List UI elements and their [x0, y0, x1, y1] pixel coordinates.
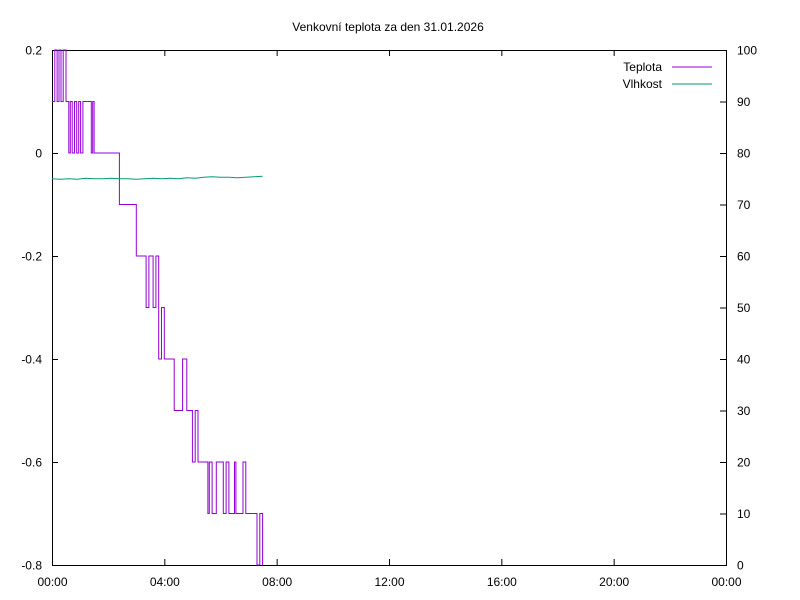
- axis-ticks: 00:00 04:00 08:00 12:00 16:00 20:00 00:00 0.2 0 -…: [21, 44, 757, 590]
- y2-tick-label: 40: [737, 353, 751, 367]
- x-tick-label: 16:00: [487, 575, 517, 589]
- y-tick-label: -0.6: [21, 456, 42, 470]
- x-tick-label: 00:00: [711, 575, 741, 589]
- x-tick-label: 20:00: [599, 575, 629, 589]
- legend: Teplota Vlhkost: [623, 60, 712, 91]
- x-tick-label: 04:00: [150, 575, 180, 589]
- chart-title: Venkovní teplota za den 31.01.2026: [292, 20, 484, 34]
- x-tick-label: 00:00: [37, 575, 67, 589]
- y2-tick-label: 100: [737, 44, 757, 58]
- series-lines: [51, 49, 264, 566]
- y2-tick-label: 20: [737, 456, 751, 470]
- y2-tick-label: 80: [737, 147, 751, 161]
- legend-label: Vlhkost: [623, 77, 663, 91]
- y-tick-label: -0.4: [21, 353, 42, 367]
- series-line-teplota: [52, 49, 264, 566]
- y-tick-label: -0.2: [21, 250, 42, 264]
- y-tick-label: 0: [35, 147, 42, 161]
- y2-tick-label: 30: [737, 404, 751, 418]
- y2-tick-label: 0: [737, 559, 744, 573]
- y2-tick-label: 50: [737, 301, 751, 315]
- y2-tick-label: 10: [737, 507, 751, 521]
- series-line-vlhkost: [51, 175, 263, 180]
- x-tick-label: 12:00: [374, 575, 404, 589]
- y-tick-label: -0.8: [21, 559, 42, 573]
- y2-tick-label: 90: [737, 95, 751, 109]
- x-tick-label: 08:00: [262, 575, 292, 589]
- y2-tick-label: 60: [737, 250, 751, 264]
- y-tick-label: 0.2: [25, 44, 42, 58]
- legend-label: Teplota: [623, 60, 662, 74]
- y2-tick-label: 70: [737, 198, 751, 212]
